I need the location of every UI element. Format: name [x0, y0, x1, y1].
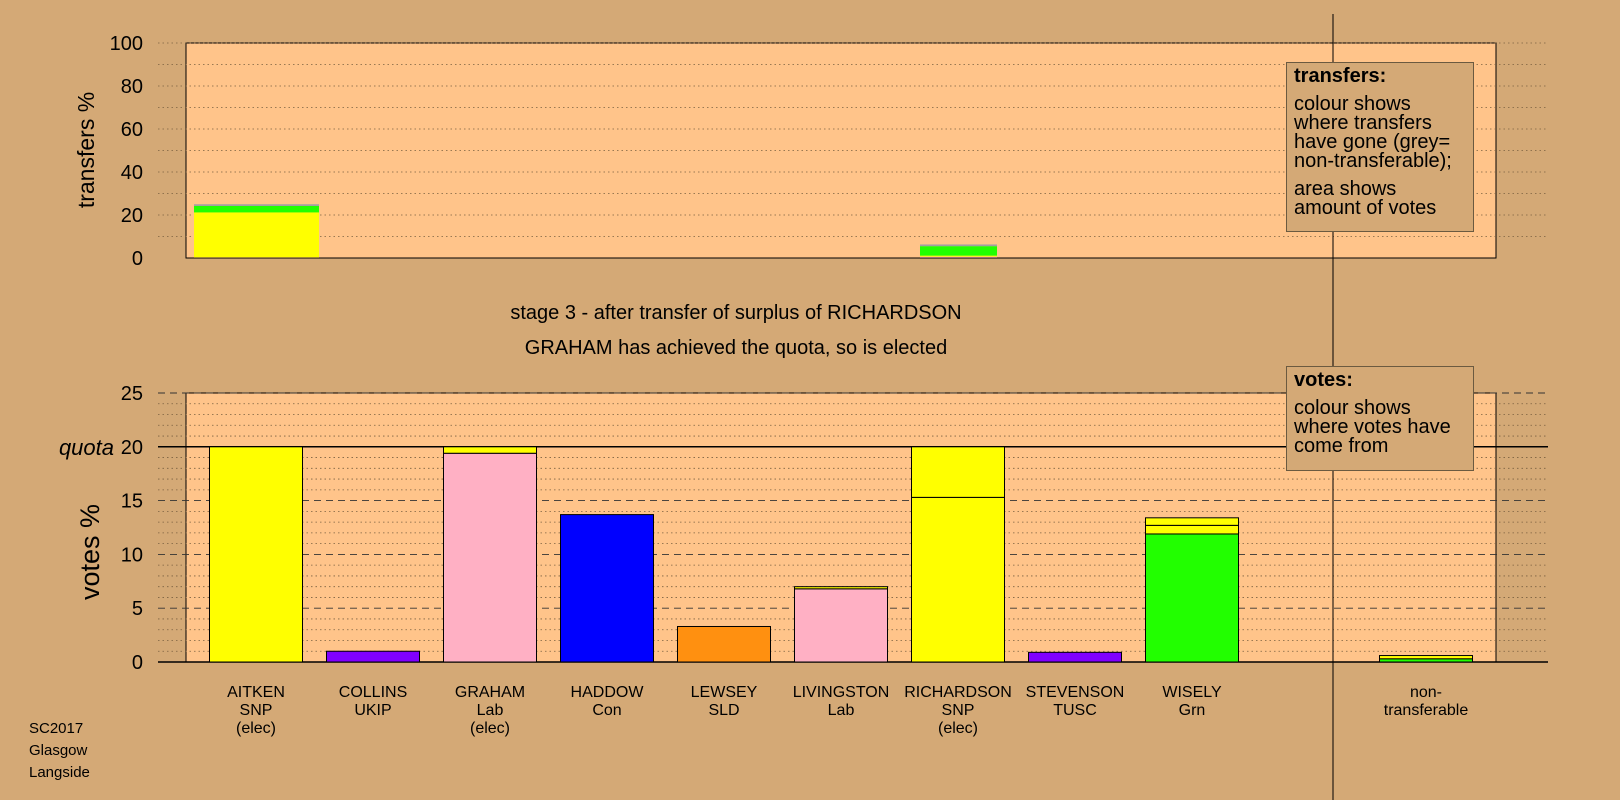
- transfer-segment: [920, 244, 997, 247]
- candidate-label: COLLINS: [339, 684, 407, 701]
- transfers-tick-label: 100: [110, 33, 143, 55]
- votes-tick-label: 15: [121, 491, 143, 513]
- transfer-segment: [920, 246, 997, 256]
- candidate-label: STEVENSON: [1026, 684, 1125, 701]
- vote-segment: [326, 650, 420, 663]
- legend-votes-text: colour shows where votes have come from: [1294, 397, 1451, 457]
- candidate-label: SNP: [240, 702, 273, 719]
- candidate-label: HADDOW: [571, 684, 645, 701]
- candidate-label: Grn: [1179, 702, 1206, 719]
- vote-segment: [560, 514, 654, 663]
- candidate-label: transferable: [1384, 702, 1469, 719]
- candidate-label: WISELY: [1162, 684, 1222, 701]
- transfer-segment: [194, 256, 319, 258]
- votes-tick-label: 5: [132, 598, 143, 620]
- source-line: Langside: [29, 764, 90, 781]
- candidate-label: TUSC: [1053, 702, 1097, 719]
- candidate-label: UKIP: [354, 702, 391, 719]
- votes-tick-label: 25: [121, 383, 143, 405]
- candidate-label: LEWSEY: [691, 684, 758, 701]
- votes-axis-label: votes %: [75, 504, 105, 600]
- candidate-label: LIVINGSTON: [793, 684, 890, 701]
- vote-segment: [1028, 651, 1122, 663]
- legend-votes: votes: colour shows where votes have com…: [1286, 366, 1474, 471]
- vote-segment: [911, 446, 1005, 498]
- votes-tick-label: 20: [121, 437, 143, 459]
- vote-segment: [443, 452, 537, 663]
- candidate-label: Lab: [477, 702, 504, 719]
- candidate-label: (elec): [938, 720, 978, 737]
- transfers-tick-label: 40: [121, 162, 143, 184]
- vote-segment: [1379, 655, 1473, 660]
- candidate-label: AITKEN: [227, 684, 285, 701]
- transfer-segment: [194, 212, 319, 257]
- candidate-label: (elec): [470, 720, 510, 737]
- stage-title: stage 3 - after transfer of surplus of R…: [510, 302, 961, 324]
- transfer-segment: [194, 204, 319, 206]
- vote-segment: [1145, 524, 1239, 535]
- candidate-label: GRAHAM: [455, 684, 525, 701]
- legend-transfers-text: colour shows where transfers have gone (…: [1294, 93, 1452, 172]
- stage-subtitle: GRAHAM has achieved the quota, so is ele…: [525, 337, 947, 359]
- candidate-label: SLD: [708, 702, 739, 719]
- candidate-label: Lab: [828, 702, 855, 719]
- candidate-label: SNP: [942, 702, 975, 719]
- candidate-label: (elec): [236, 720, 276, 737]
- quota-label: quota: [59, 435, 114, 460]
- vote-segment: [677, 625, 771, 663]
- transfers-tick-label: 80: [121, 76, 143, 98]
- legend-votes-title: votes:: [1294, 369, 1353, 391]
- vote-segment: [209, 446, 303, 663]
- vote-segment: [794, 586, 888, 590]
- vote-segment: [794, 588, 888, 663]
- transfers-plot-area: [185, 42, 1497, 259]
- vote-segment: [911, 496, 1005, 663]
- transfers-tick-label: 60: [121, 119, 143, 141]
- candidate-label: RICHARDSON: [904, 684, 1012, 701]
- legend-transfers: transfers: colour shows where transfers …: [1286, 62, 1474, 232]
- legend-transfers-text-2: area shows amount of votes: [1294, 178, 1437, 219]
- transfers-tick-label: 0: [132, 248, 143, 270]
- votes-tick-label: 0: [132, 652, 143, 674]
- votes-tick-label: 10: [121, 544, 143, 566]
- vote-segment: [443, 446, 537, 454]
- candidate-label: non-: [1410, 684, 1442, 701]
- transfer-segment: [920, 256, 997, 258]
- transfers-tick-label: 20: [121, 205, 143, 227]
- source-label: SC2017 Glasgow Langside: [29, 718, 90, 784]
- legend-transfers-title: transfers:: [1294, 65, 1387, 87]
- vote-segment: [1145, 533, 1239, 663]
- transfer-segment: [194, 205, 319, 213]
- candidate-label: Con: [592, 702, 621, 719]
- vote-segment: [1145, 517, 1239, 526]
- source-line: Glasgow: [29, 742, 88, 759]
- transfers-axis-label: transfers %: [73, 92, 99, 208]
- source-line: SC2017: [29, 720, 84, 737]
- transfer-segment: [920, 255, 997, 257]
